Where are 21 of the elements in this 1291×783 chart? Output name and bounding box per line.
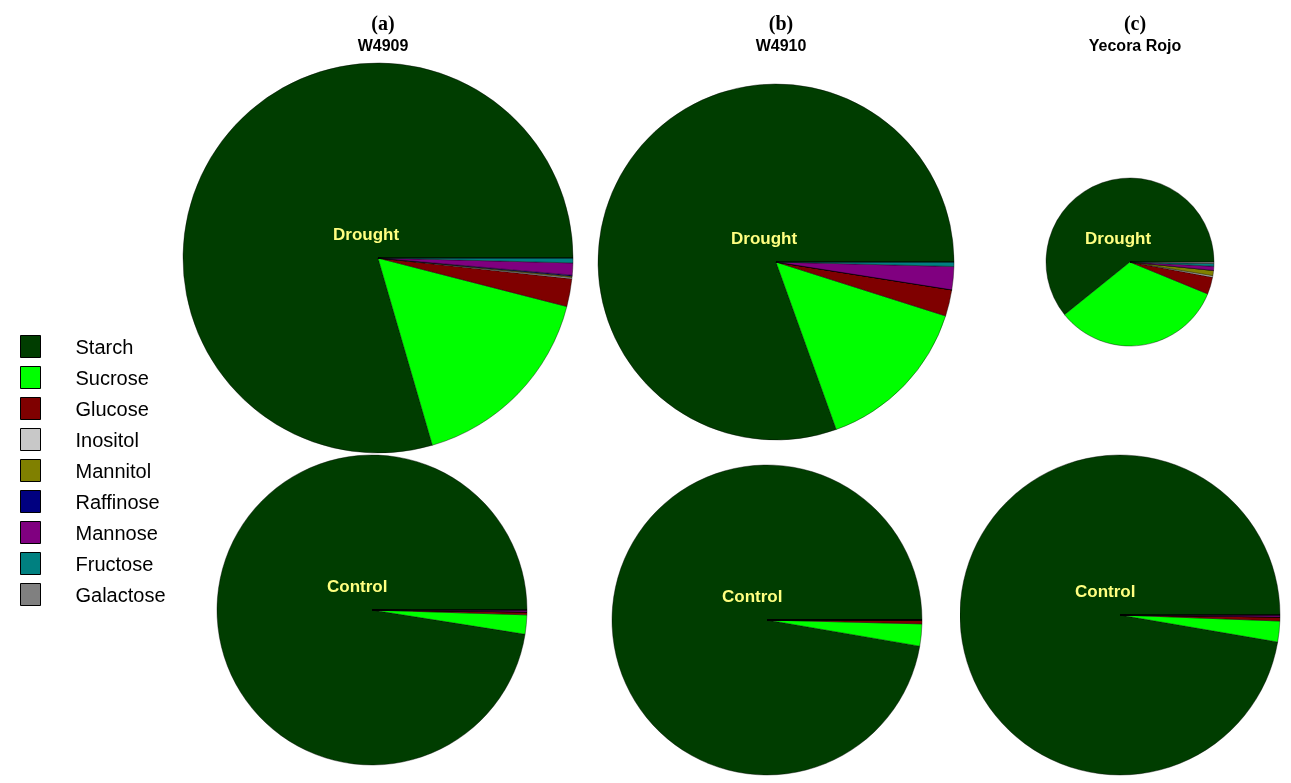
text: Drought bbox=[1085, 229, 1152, 248]
legend-label: Inositol bbox=[75, 428, 139, 451]
text: Drought bbox=[731, 229, 798, 248]
legend-label: Raffinose bbox=[75, 490, 160, 513]
chart-title: (a) bbox=[371, 12, 395, 35]
legend-label: Starch bbox=[75, 335, 134, 358]
legend-label: Glucose bbox=[75, 397, 149, 420]
legend-label: Fructose bbox=[75, 552, 154, 575]
text: Control bbox=[327, 577, 388, 596]
chart-subtitle: Yecora Rojo bbox=[1088, 36, 1182, 54]
text: Control bbox=[1075, 582, 1136, 601]
text: Drought bbox=[333, 225, 400, 244]
legend-label: Galactose bbox=[75, 583, 166, 606]
legend-label: Mannose bbox=[75, 521, 158, 544]
chart-subtitle: W4909 bbox=[357, 36, 409, 54]
chart-subtitle: W4910 bbox=[755, 36, 807, 54]
chart-title: (b) bbox=[768, 12, 794, 35]
legend-label: Mannitol bbox=[75, 459, 152, 482]
chart-title: (c) bbox=[1123, 12, 1147, 35]
text: Control bbox=[722, 587, 783, 606]
legend-label: Sucrose bbox=[75, 366, 149, 389]
